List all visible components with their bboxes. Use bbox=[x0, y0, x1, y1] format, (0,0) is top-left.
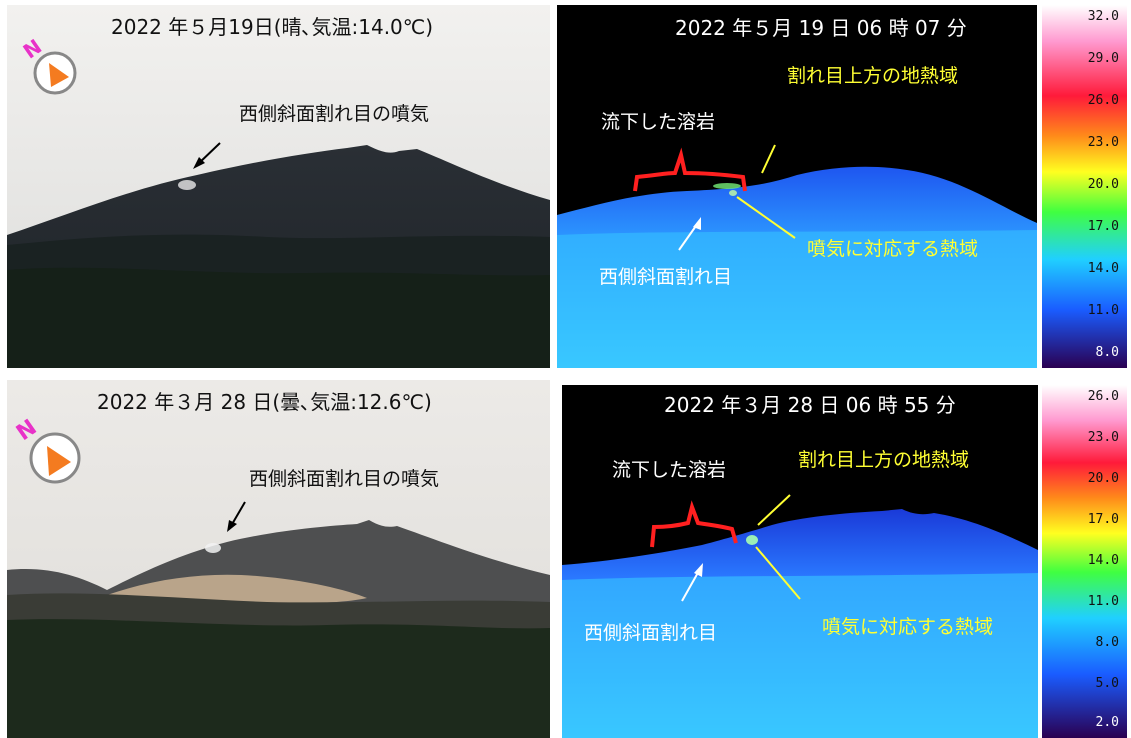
bottom-temperature-scale: 26.0 23.0 20.0 17.0 14.0 11.0 8.0 5.0 2.… bbox=[1042, 385, 1127, 738]
scale-tick: 14.0 bbox=[1087, 553, 1119, 568]
scale-tick: 26.0 bbox=[1087, 93, 1119, 108]
scale-tick: 5.0 bbox=[1095, 676, 1119, 691]
scale-tick: 20.0 bbox=[1087, 177, 1119, 192]
scale-tick: 17.0 bbox=[1087, 219, 1119, 234]
bottom-lava-label: 流下した溶岩 bbox=[612, 459, 727, 481]
scale-tick: 14.0 bbox=[1087, 261, 1119, 276]
scale-tick: 11.0 bbox=[1087, 594, 1119, 609]
top-visible-annotation: 西側斜面割れ目の噴気 bbox=[239, 103, 430, 125]
compass-icon: N bbox=[21, 35, 81, 95]
bottom-thermal-image: 2022 年３月 28 日 06 時 55 分 流下した溶岩 割れ目上方の地熱域… bbox=[562, 385, 1038, 738]
scale-tick: 29.0 bbox=[1087, 51, 1119, 66]
top-fissure-label: 西側斜面割れ目 bbox=[599, 266, 733, 288]
scale-tick: 32.0 bbox=[1087, 9, 1119, 24]
top-upper-geothermal-label: 割れ目上方の地熱域 bbox=[787, 65, 959, 87]
top-thermal-scene bbox=[557, 5, 1037, 368]
bottom-visible-photo: 2022 年３月 28 日(曇､気温:12.6℃) 西側斜面割れ目の噴気 N bbox=[7, 380, 550, 738]
top-temperature-scale: 32.0 29.0 26.0 23.0 20.0 17.0 14.0 11.0 … bbox=[1042, 5, 1127, 368]
scale-tick: 26.0 bbox=[1087, 389, 1119, 404]
scale-tick: 23.0 bbox=[1087, 135, 1119, 150]
scale-tick: 8.0 bbox=[1095, 635, 1119, 650]
top-heat-area-label: 噴気に対応する熱域 bbox=[807, 238, 979, 260]
top-thermal-title: 2022 年５月 19 日 06 時 07 分 bbox=[675, 16, 967, 40]
scale-tick: 2.0 bbox=[1095, 715, 1119, 730]
top-scale-colorbar bbox=[1042, 5, 1127, 368]
compass-icon: N bbox=[15, 410, 85, 490]
scale-tick: 17.0 bbox=[1087, 512, 1119, 527]
top-visible-scene bbox=[7, 5, 550, 368]
bottom-upper-geothermal-label: 割れ目上方の地熱域 bbox=[798, 449, 970, 471]
top-visible-title: 2022 年５月19日(晴､気温:14.0℃) bbox=[111, 15, 434, 39]
bottom-visible-annotation: 西側斜面割れ目の噴気 bbox=[249, 468, 440, 490]
top-visible-photo: 2022 年５月19日(晴､気温:14.0℃) 西側斜面割れ目の噴気 N bbox=[7, 5, 550, 368]
top-lava-label: 流下した溶岩 bbox=[601, 111, 716, 133]
scale-tick: 11.0 bbox=[1087, 303, 1119, 318]
scale-tick: 8.0 bbox=[1095, 345, 1119, 360]
bottom-heat-area-label: 噴気に対応する熱域 bbox=[822, 616, 994, 638]
scale-tick: 23.0 bbox=[1087, 430, 1119, 445]
bottom-scale-colorbar bbox=[1042, 385, 1127, 738]
bottom-visible-scene bbox=[7, 380, 550, 738]
top-thermal-image: 2022 年５月 19 日 06 時 07 分 流下した溶岩 割れ目上方の地熱域… bbox=[557, 5, 1037, 368]
bottom-thermal-scene bbox=[562, 385, 1038, 738]
scale-tick: 20.0 bbox=[1087, 471, 1119, 486]
bottom-thermal-title: 2022 年３月 28 日 06 時 55 分 bbox=[664, 393, 956, 417]
bottom-fissure-label: 西側斜面割れ目 bbox=[584, 622, 718, 644]
bottom-visible-title: 2022 年３月 28 日(曇､気温:12.6℃) bbox=[97, 390, 432, 414]
